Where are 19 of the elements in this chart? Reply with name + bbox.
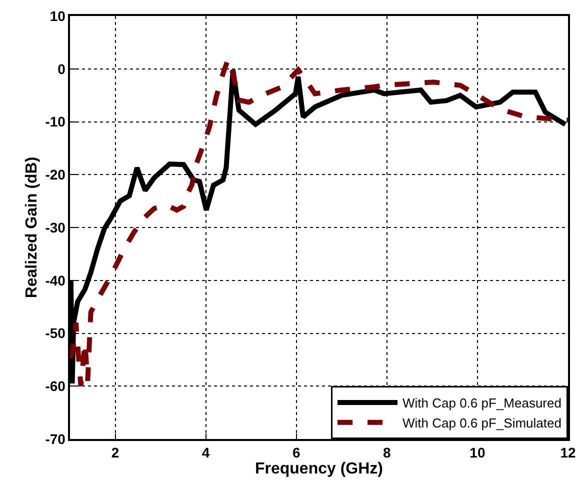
x-axis-title: Frequency (GHz) [254,460,384,478]
y-tick-label: -70 [45,430,66,447]
x-tick-label: 4 [202,444,210,461]
y-tick-label: 0 [58,60,66,77]
y-tick-label: -10 [45,114,66,130]
y-tick-label: 10 [50,8,66,24]
x-tick-label: 6 [292,444,300,461]
y-tick-label: -50 [45,325,66,342]
y-tick-label: -30 [45,219,66,236]
y-axis-title: Realized Gain (dB) [24,156,41,298]
y-tick-label: -20 [45,166,66,183]
legend-label: With Cap 0.6 pF_Simulated [402,415,562,430]
x-tick-label: 12 [560,444,576,461]
x-tick-label: 2 [111,444,120,461]
y-tick-label: -40 [45,272,66,288]
legend-label: With Cap 0.6 pF_Measured [402,396,562,411]
y-tick-label: -60 [45,378,66,394]
x-tick-label: 8 [383,444,392,461]
x-tick-label: 10 [470,444,486,461]
